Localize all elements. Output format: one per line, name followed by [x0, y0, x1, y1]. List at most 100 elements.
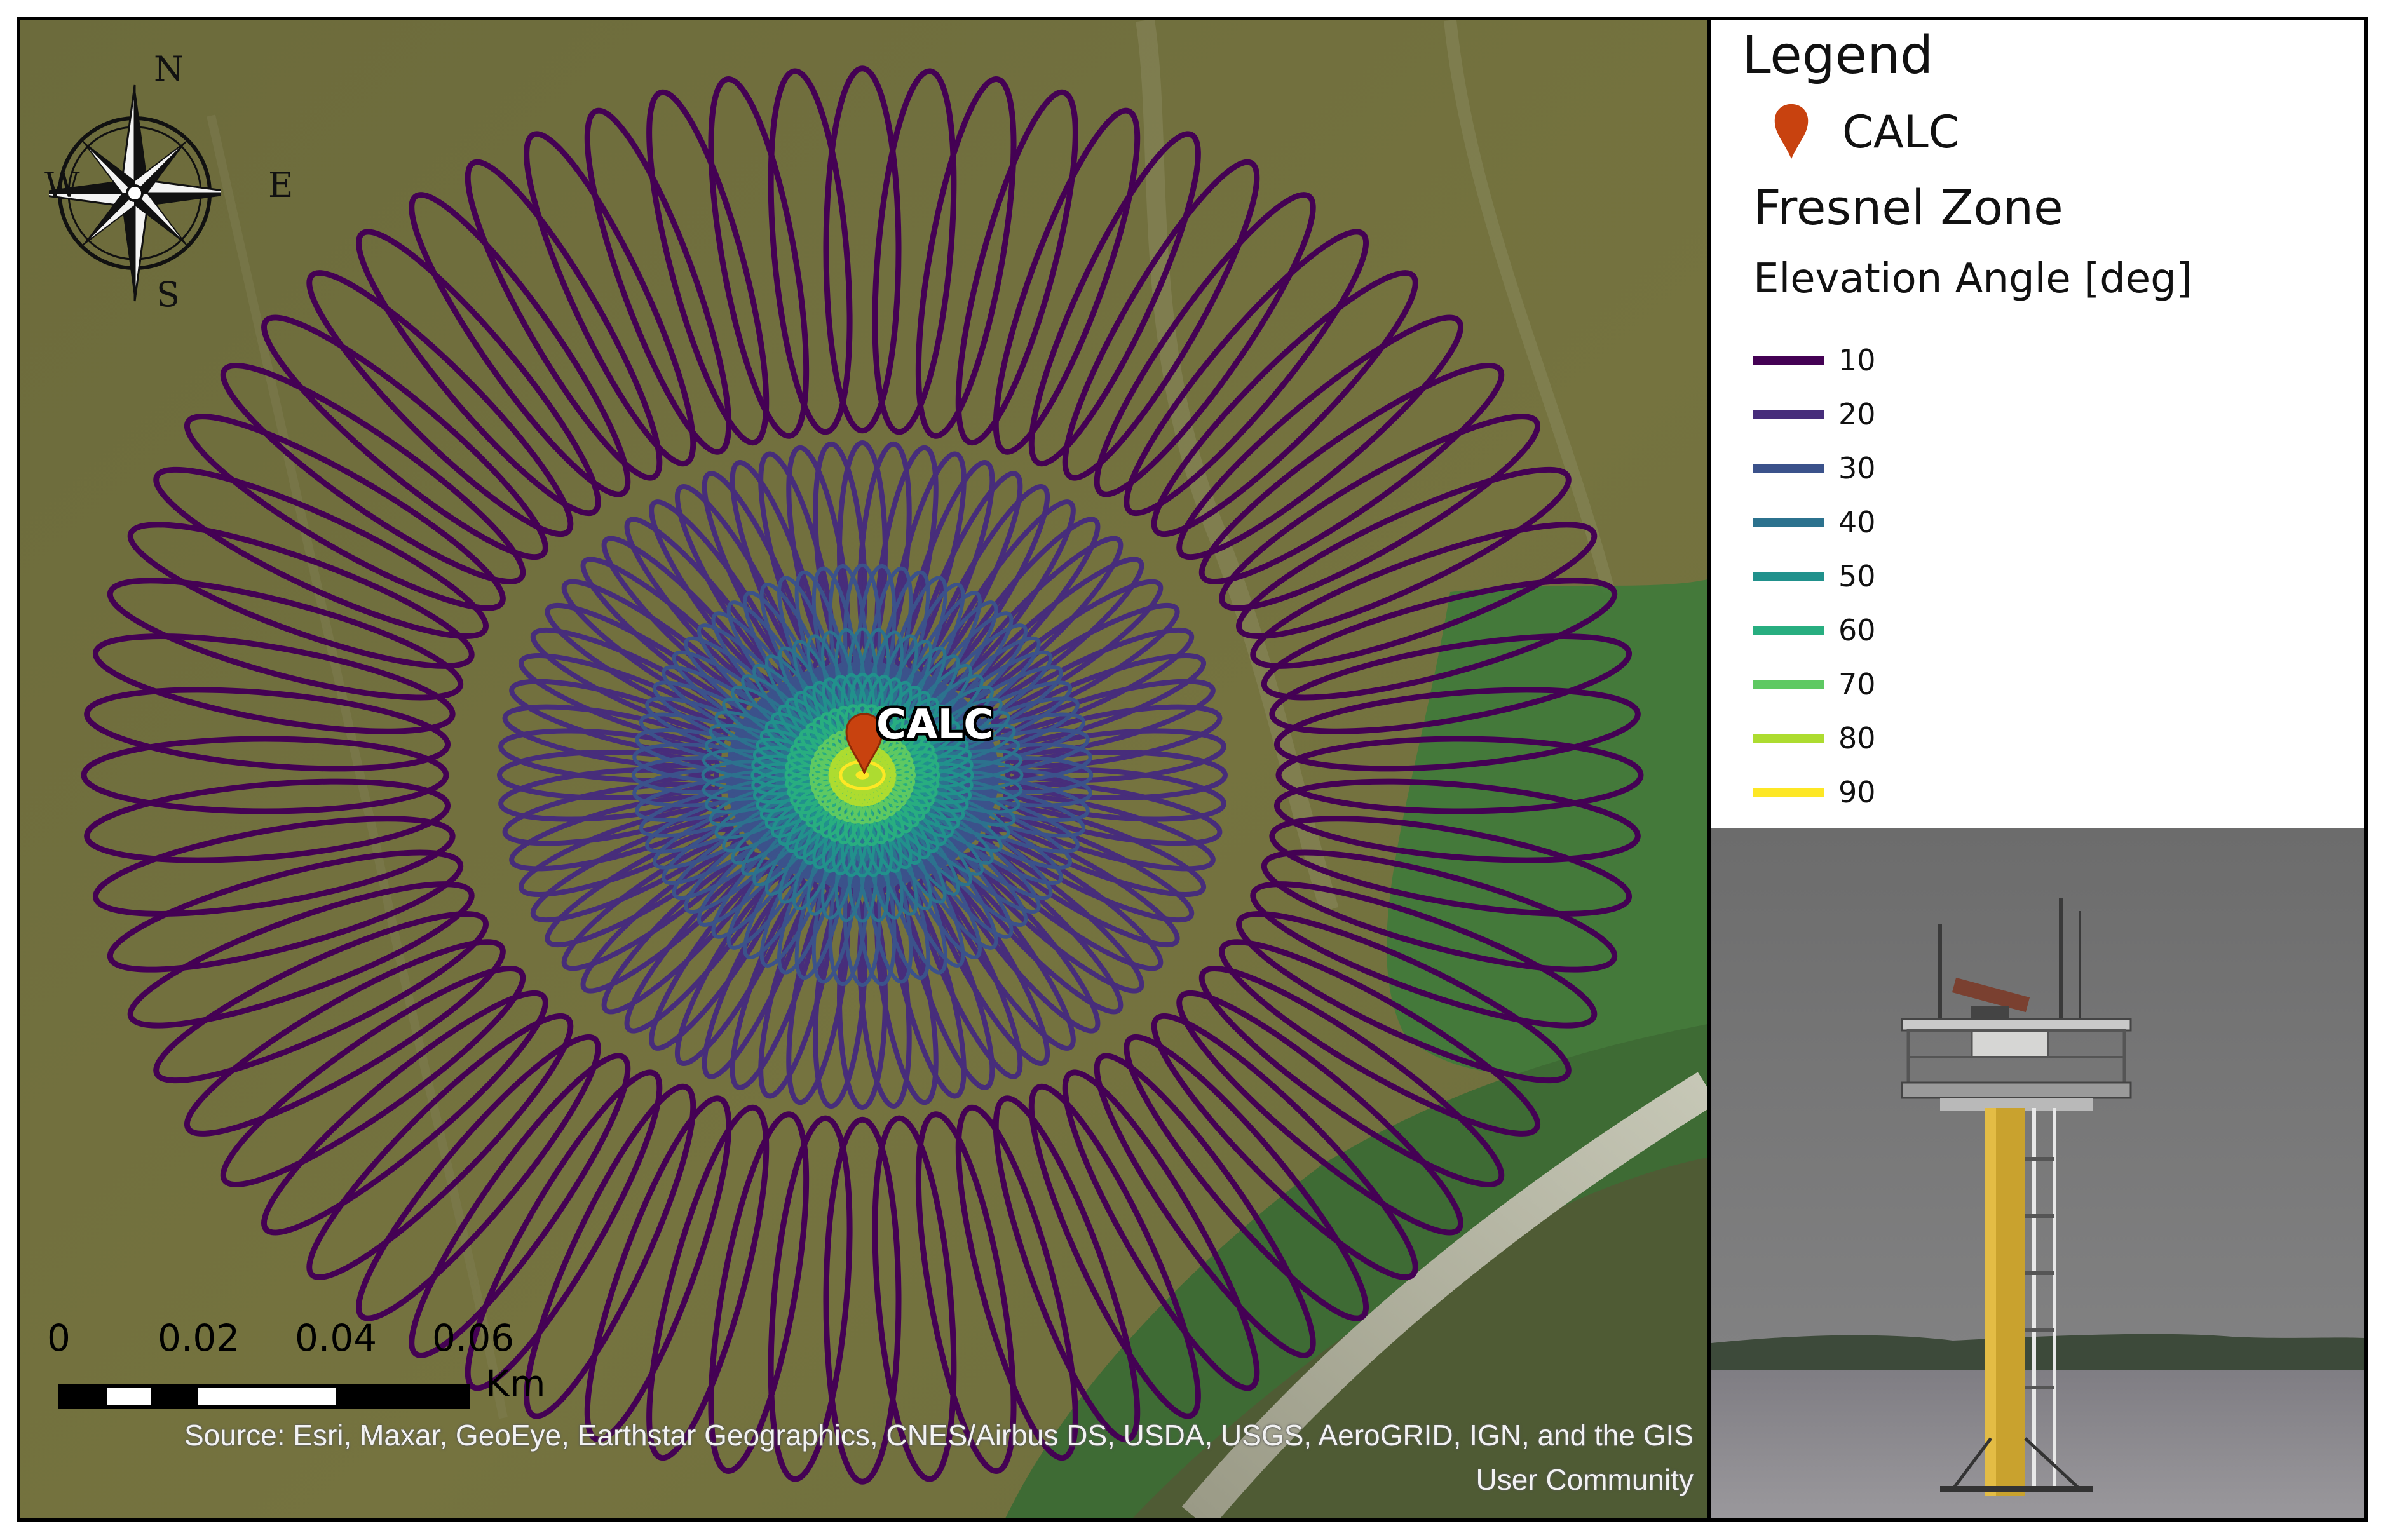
- fresnel-zone-ellipse: [465, 1069, 663, 1391]
- legend-swatch: [1753, 680, 1824, 689]
- legend-item-label: 60: [1838, 613, 1876, 647]
- fresnel-zone-ellipse: [81, 736, 449, 814]
- legend-site-label: CALC: [1842, 106, 1960, 158]
- fresnel-zone-ellipse: [1219, 939, 1541, 1137]
- legend-item-label: 20: [1838, 397, 1876, 431]
- fresnel-zone-ellipse: [823, 65, 902, 434]
- source-attribution-continued: User Community: [1476, 1463, 1694, 1496]
- legend-swatch: [1753, 734, 1824, 743]
- compass-south-label: S: [156, 274, 180, 314]
- fresnel-zone-ellipse: [955, 89, 1078, 446]
- fresnel-zone-ellipse: [768, 68, 853, 435]
- fresnel-zone-ellipse: [1273, 778, 1641, 863]
- source-attribution: Source: Esri, Maxar, GeoEye, Earthstar G…: [184, 1419, 1694, 1452]
- fresnel-zone-ellipse: [1124, 1034, 1369, 1321]
- fresnel-zone-ellipse: [1198, 965, 1505, 1188]
- fresnel-zone-ellipse: [584, 107, 732, 455]
- fresnel-zone-ellipse: [127, 881, 475, 1029]
- legend-item-label: 50: [1838, 559, 1876, 593]
- legend-swatch: [1753, 464, 1824, 473]
- legend-swatch: [1753, 788, 1824, 797]
- fresnel-zone-ellipse: [1235, 911, 1572, 1084]
- scale-tick-label: 0.04: [295, 1316, 377, 1360]
- legend-title: Legend: [1742, 25, 1934, 86]
- scale-bar: [58, 1384, 470, 1409]
- fresnel-zone-ellipse: [92, 816, 456, 917]
- legend-swatch: [1753, 572, 1824, 581]
- fresnel-zone-ellipse: [1124, 229, 1369, 517]
- fresnel-zone-ellipse: [220, 362, 526, 585]
- fresnel-zone-ellipse: [1261, 578, 1618, 701]
- channel-streak: [207, 114, 508, 1419]
- fresnel-zone-ellipse: [355, 229, 601, 517]
- fresnel-zone-ellipse: [1028, 1083, 1201, 1419]
- fresnel-zone-ellipse: [1062, 1069, 1260, 1391]
- legend-swatch: [1753, 410, 1824, 419]
- fresnel-zone-ellipse: [1273, 687, 1641, 772]
- fresnel-zone-ellipse: [915, 1111, 1017, 1474]
- legend-layer-title: Fresnel Zone: [1753, 179, 2063, 236]
- legend-pin-icon: [1774, 104, 1809, 159]
- fresnel-zone-ellipse: [502, 781, 722, 846]
- fresnel-zone-ellipse: [1269, 816, 1633, 917]
- compass-star-icon: [49, 84, 221, 302]
- fresnel-zone-ellipse: [1250, 881, 1598, 1029]
- fresnel-zone-ellipse: [84, 687, 451, 772]
- fresnel-zone-ellipse: [1275, 736, 1644, 814]
- fresnel-zone-ellipse: [708, 76, 810, 439]
- legend-item-label: 90: [1838, 775, 1876, 809]
- compass-east-label: E: [268, 165, 294, 205]
- legend-swatch: [1753, 518, 1824, 527]
- station-photo: [1711, 828, 2364, 1518]
- fresnel-zone-ellipse: [220, 965, 526, 1188]
- scale-tick-label: 0.02: [158, 1316, 240, 1360]
- fresnel-zone-ellipse: [1198, 362, 1505, 585]
- legend-field-title: Elevation Angle [deg]: [1753, 255, 2192, 302]
- fresnel-zone-ellipse: [153, 911, 489, 1084]
- compass-north-label: N: [154, 49, 184, 89]
- legend-panel: Legend CALC Fresnel Zone Elevation Angle…: [1711, 20, 2364, 828]
- fresnel-zone-ellipse: [524, 131, 696, 467]
- fresnel-zone-ellipse: [646, 89, 770, 446]
- fresnel-zone-ellipse: [1151, 1013, 1418, 1280]
- fresnel-zone-ellipse: [1094, 192, 1316, 497]
- legend-item-label: 40: [1838, 505, 1876, 539]
- fresnel-zone-ellipse: [306, 270, 574, 537]
- fresnel-zone-ellipse: [107, 849, 464, 973]
- legend-swatch: [1753, 626, 1824, 635]
- fresnel-zone-ellipse: [1176, 990, 1463, 1236]
- map-canvas: [20, 20, 1707, 1518]
- legend-item-label: 80: [1838, 721, 1876, 755]
- fresnel-zone-ellipse: [646, 1104, 770, 1461]
- fresnel-zone-ellipse: [84, 778, 451, 863]
- fresnel-zone-ellipse: [524, 1083, 696, 1419]
- fresnel-zones: [81, 65, 1644, 1485]
- fresnel-zone-ellipse: [1269, 633, 1633, 734]
- channel-streak: [1136, 20, 1339, 913]
- fresnel-zone-ellipse: [1005, 750, 1228, 800]
- scale-tick-label: 0: [47, 1316, 71, 1360]
- road: [1181, 1072, 1707, 1518]
- fresnel-zone-ellipse: [1003, 704, 1223, 769]
- fresnel-zone-ellipse: [1176, 314, 1463, 560]
- fresnel-zone-ellipse: [355, 1034, 601, 1321]
- fresnel-zone-ellipse: [708, 1111, 810, 1474]
- fresnel-zone-ellipse: [1219, 414, 1541, 611]
- fresnel-zone-ellipse: [768, 1115, 853, 1482]
- fresnel-zone-ellipse: [1062, 159, 1260, 481]
- fresnel-zone-ellipse: [1250, 522, 1598, 669]
- fresnel-zone-ellipse: [261, 314, 548, 560]
- fresnel-zone-ellipse: [872, 68, 957, 435]
- fresnel-zone-ellipse: [184, 939, 506, 1137]
- site-pin-icon[interactable]: [844, 713, 885, 774]
- fresnel-zone-ellipse: [465, 159, 663, 481]
- fresnel-zone-ellipse: [1235, 466, 1572, 639]
- map-panel[interactable]: N S E W CALC 0 0.02 0.04 0.06 Km Source:…: [20, 20, 1707, 1518]
- scale-tick-label: 0.06: [432, 1316, 515, 1360]
- panel-divider: [1707, 20, 1711, 1518]
- fresnel-zone-ellipse: [497, 750, 719, 800]
- site-label: CALC: [876, 701, 994, 748]
- compass-rose: [49, 60, 221, 327]
- fresnel-zone-ellipse: [915, 76, 1017, 439]
- fresnel-zone-ellipse: [1151, 270, 1418, 537]
